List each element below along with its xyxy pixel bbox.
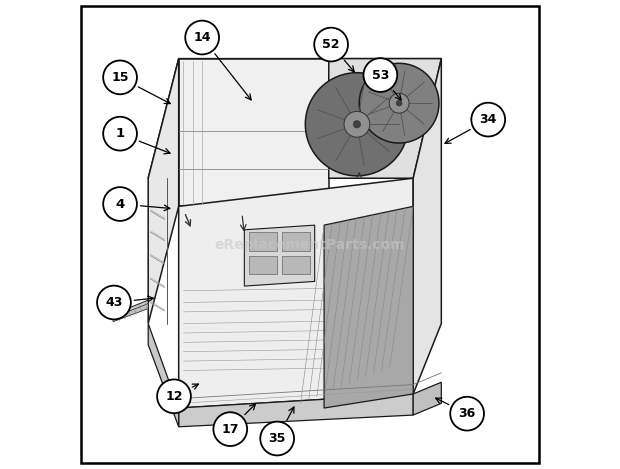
Circle shape	[305, 73, 409, 176]
Text: eReplacementParts.com: eReplacementParts.com	[215, 238, 405, 252]
Text: 52: 52	[322, 38, 340, 51]
Text: 12: 12	[166, 390, 183, 403]
Text: 15: 15	[112, 71, 129, 84]
Polygon shape	[249, 232, 277, 251]
Circle shape	[353, 121, 360, 128]
Circle shape	[450, 397, 484, 431]
Polygon shape	[113, 303, 148, 322]
Circle shape	[344, 112, 370, 137]
Text: 53: 53	[371, 68, 389, 82]
Polygon shape	[249, 256, 277, 274]
Polygon shape	[413, 59, 441, 394]
Text: 14: 14	[193, 31, 211, 44]
Polygon shape	[324, 206, 413, 408]
Circle shape	[359, 63, 439, 143]
Circle shape	[471, 103, 505, 136]
Polygon shape	[113, 300, 148, 320]
Circle shape	[363, 58, 397, 92]
Polygon shape	[179, 178, 413, 408]
Circle shape	[396, 100, 402, 106]
Circle shape	[103, 61, 137, 94]
Text: 43: 43	[105, 296, 123, 309]
Polygon shape	[148, 59, 179, 324]
Polygon shape	[148, 59, 441, 178]
Circle shape	[157, 379, 191, 413]
Circle shape	[185, 21, 219, 54]
Text: 35: 35	[268, 432, 286, 445]
Text: 1: 1	[115, 127, 125, 140]
Text: 4: 4	[115, 197, 125, 211]
Circle shape	[97, 286, 131, 319]
Polygon shape	[413, 382, 441, 415]
Circle shape	[103, 187, 137, 221]
Circle shape	[389, 93, 409, 113]
Polygon shape	[179, 394, 413, 427]
Circle shape	[314, 28, 348, 61]
Circle shape	[260, 422, 294, 455]
Polygon shape	[282, 256, 310, 274]
Text: 34: 34	[479, 113, 497, 126]
Text: 17: 17	[221, 423, 239, 436]
Polygon shape	[179, 59, 329, 206]
Circle shape	[213, 412, 247, 446]
Polygon shape	[282, 232, 310, 251]
Circle shape	[103, 117, 137, 151]
Text: 36: 36	[458, 407, 476, 420]
Polygon shape	[329, 59, 441, 178]
Polygon shape	[148, 324, 179, 427]
Polygon shape	[244, 225, 315, 286]
